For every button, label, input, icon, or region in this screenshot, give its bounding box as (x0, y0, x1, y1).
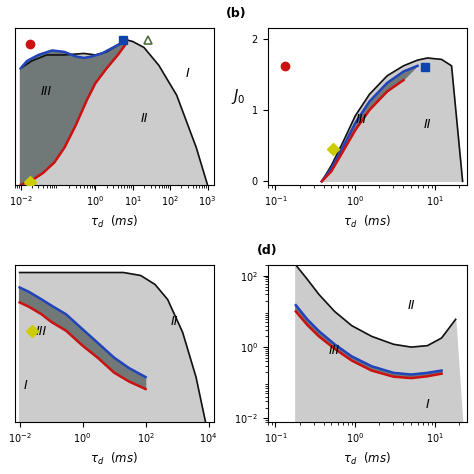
Polygon shape (322, 66, 418, 182)
Text: (d): (d) (256, 244, 277, 257)
Polygon shape (20, 40, 208, 185)
Text: (b): (b) (226, 7, 246, 20)
Text: III: III (41, 85, 52, 98)
Text: III: III (329, 344, 340, 357)
X-axis label: $\tau_d$  $(ms)$: $\tau_d$ $(ms)$ (91, 214, 138, 230)
X-axis label: $\tau_d$  $(ms)$: $\tau_d$ $(ms)$ (344, 451, 392, 467)
Text: II: II (408, 299, 415, 311)
Polygon shape (20, 40, 127, 185)
Text: II: II (424, 118, 431, 131)
Text: I: I (186, 67, 190, 80)
Text: III: III (36, 325, 47, 338)
Polygon shape (19, 287, 146, 389)
Text: II: II (170, 315, 178, 328)
Text: III: III (356, 113, 367, 126)
Text: II: II (140, 112, 148, 125)
Y-axis label: $J_0$: $J_0$ (231, 88, 245, 107)
X-axis label: $\tau_d$  $(ms)$: $\tau_d$ $(ms)$ (344, 214, 392, 230)
Polygon shape (19, 273, 206, 422)
Polygon shape (296, 265, 463, 422)
Text: I: I (23, 379, 27, 392)
Text: I: I (426, 398, 429, 410)
Polygon shape (322, 58, 463, 182)
Polygon shape (296, 305, 442, 378)
X-axis label: $\tau_d$  $(ms)$: $\tau_d$ $(ms)$ (91, 451, 138, 467)
